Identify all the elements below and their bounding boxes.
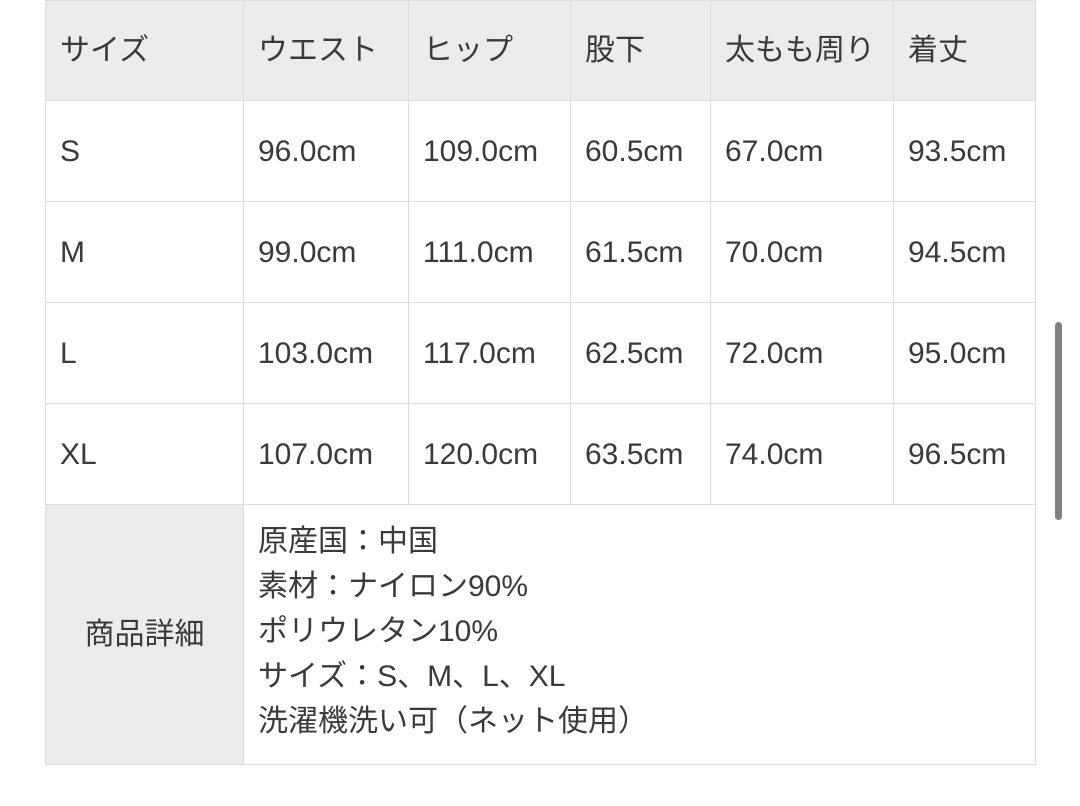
cell-length: 96.5cm [893, 403, 1036, 505]
product-detail-body: 原産国：中国 素材：ナイロン90% ポリウレタン10% サイズ：S、M、L、XL… [243, 504, 1036, 765]
header-row: サイズ ウエスト ヒップ 股下 太もも周り 着丈 [45, 0, 1036, 101]
cell-size: XL [45, 403, 244, 505]
cell-size: M [45, 201, 244, 303]
column-header-waist: ウエスト [243, 0, 409, 101]
cell-inseam: 61.5cm [570, 201, 711, 303]
detail-line-sizes: サイズ：S、M、L、XL [258, 660, 566, 693]
product-detail-label: 商品詳細 [45, 504, 244, 765]
cell-hip: 117.0cm [408, 302, 571, 404]
cell-length: 95.0cm [893, 302, 1036, 404]
cell-hip: 111.0cm [408, 201, 571, 303]
size-table-container: サイズ ウエスト ヒップ 股下 太もも周り 着丈 S 96.0cm 109.0c… [45, 0, 1036, 765]
cell-thigh: 72.0cm [710, 302, 894, 404]
cell-inseam: 60.5cm [570, 100, 711, 202]
cell-inseam: 63.5cm [570, 403, 711, 505]
cell-thigh: 70.0cm [710, 201, 894, 303]
column-header-length: 着丈 [893, 0, 1036, 101]
cell-length: 93.5cm [893, 100, 1036, 202]
detail-line-care: 洗濯機洗い可（ネット使用） [258, 705, 648, 738]
table-header: サイズ ウエスト ヒップ 股下 太もも周り 着丈 [45, 0, 1036, 101]
vertical-scrollbar-track[interactable] [1055, 0, 1072, 806]
table-row: S 96.0cm 109.0cm 60.5cm 67.0cm 93.5cm [45, 100, 1036, 202]
cell-waist: 99.0cm [243, 201, 409, 303]
detail-line-material-secondary: ポリウレタン10% [258, 615, 499, 648]
column-header-hip: ヒップ [408, 0, 571, 101]
detail-line-material: 素材：ナイロン90% [258, 570, 529, 603]
vertical-scrollbar-thumb[interactable] [1055, 322, 1062, 520]
cell-size: L [45, 302, 244, 404]
cell-size: S [45, 100, 244, 202]
cell-length: 94.5cm [893, 201, 1036, 303]
table-body: S 96.0cm 109.0cm 60.5cm 67.0cm 93.5cm M … [45, 100, 1036, 765]
cell-waist: 103.0cm [243, 302, 409, 404]
table-row: M 99.0cm 111.0cm 61.5cm 70.0cm 94.5cm [45, 201, 1036, 303]
detail-line-origin: 原産国：中国 [258, 525, 438, 558]
column-header-inseam: 股下 [570, 0, 711, 101]
cell-hip: 109.0cm [408, 100, 571, 202]
column-header-thigh: 太もも周り [710, 0, 894, 101]
cell-thigh: 74.0cm [710, 403, 894, 505]
cell-waist: 107.0cm [243, 403, 409, 505]
column-header-size: サイズ [45, 0, 244, 101]
table-row: L 103.0cm 117.0cm 62.5cm 72.0cm 95.0cm [45, 302, 1036, 404]
cell-inseam: 62.5cm [570, 302, 711, 404]
cell-hip: 120.0cm [408, 403, 571, 505]
product-detail-row: 商品詳細 原産国：中国 素材：ナイロン90% ポリウレタン10% サイズ：S、M… [45, 504, 1036, 765]
table-row: XL 107.0cm 120.0cm 63.5cm 74.0cm 96.5cm [45, 403, 1036, 505]
cell-waist: 96.0cm [243, 100, 409, 202]
product-size-table: サイズ ウエスト ヒップ 股下 太もも周り 着丈 S 96.0cm 109.0c… [45, 0, 1036, 765]
cell-thigh: 67.0cm [710, 100, 894, 202]
